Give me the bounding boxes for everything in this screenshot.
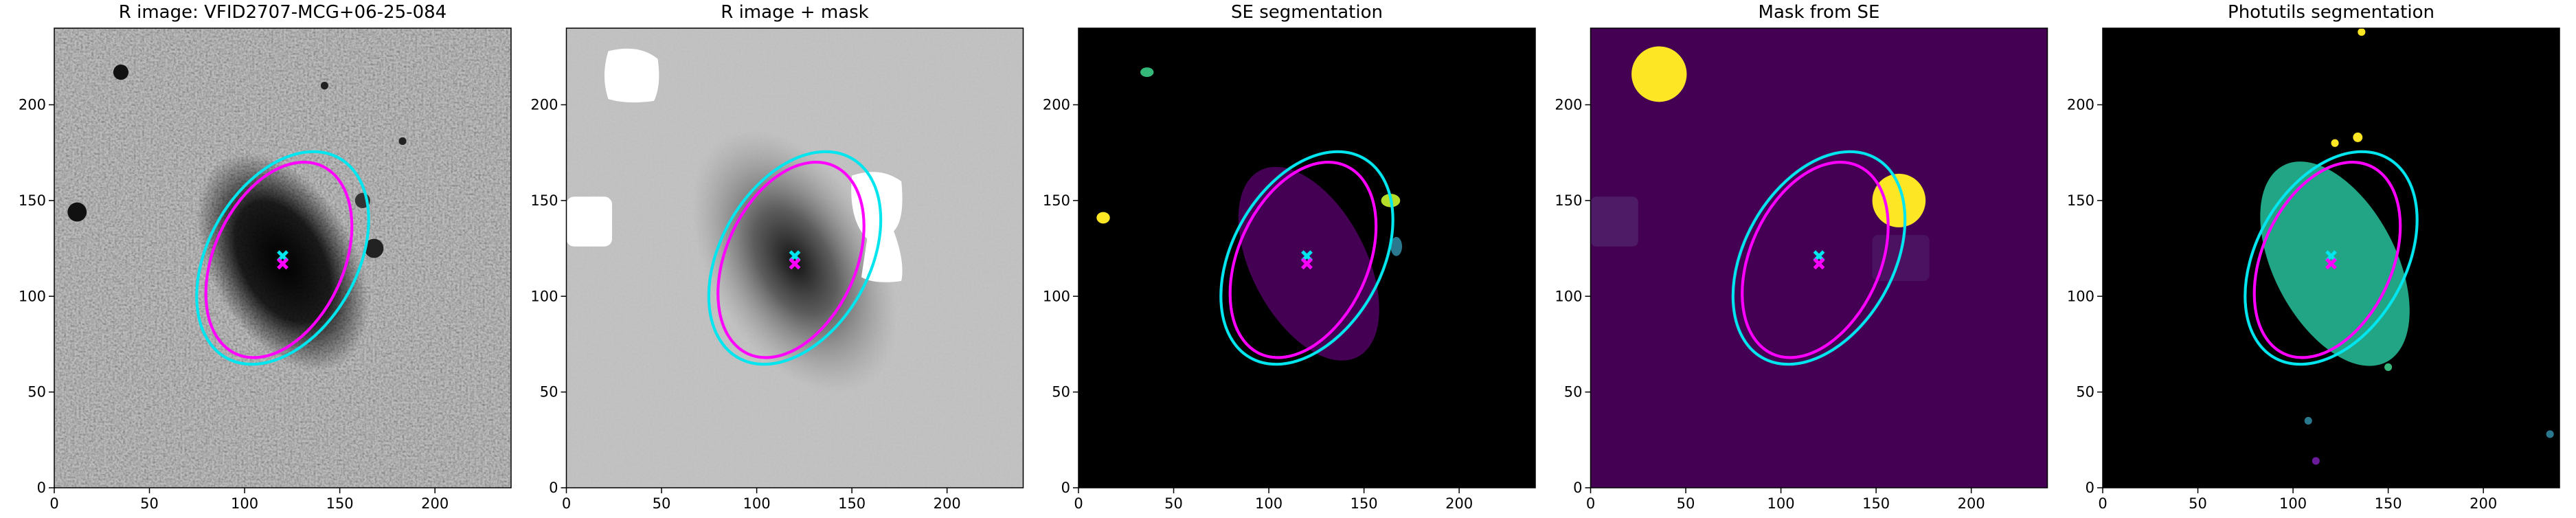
image [566,28,1024,488]
x-tick-label: 0 [2098,495,2107,512]
x-tick-label: 100 [1767,495,1795,512]
y-tick-label: 150 [1555,192,1582,209]
aperture-ellipse [204,161,354,359]
y-tick-label: 0 [549,480,558,496]
panel: R image + mask 0 50 100 150 200 0 50 100 150 200 [530,2,1024,512]
y-tick-label: 50 [1564,384,1583,401]
y-tick-label: 100 [2067,288,2094,304]
x-tick-label: 0 [49,495,58,512]
y-tick-label: 150 [2067,192,2094,209]
aperture-ellipse [1731,150,1907,366]
y-tick-label: 150 [19,192,46,209]
x-tick-label: 50 [140,495,159,512]
panel-title: R image + mask [721,2,869,23]
y-tick-label: 150 [1043,192,1070,209]
image [2103,28,2560,488]
y-tick-label: 50 [27,384,46,401]
aperture-ellipse [2244,150,2419,366]
y-tick-label: 0 [1573,480,1582,496]
aperture-ellipse [1741,161,1890,359]
x-tick-label: 0 [562,495,571,512]
aperture-ellipse [2252,161,2402,359]
y-tick-label: 150 [530,192,558,209]
x-tick-label: 200 [1958,495,1985,512]
image [1590,28,2048,488]
x-tick-label: 200 [934,495,961,512]
panel-title: R image: VFID2707-MCG+06-25-084 [119,2,447,23]
panel-title: SE segmentation [1231,2,1383,23]
x-tick-label: 50 [2189,495,2207,512]
x-tick-label: 100 [2279,495,2307,512]
aperture-ellipse [716,161,866,359]
aperture-ellipse [707,150,883,366]
panel: SE segmentation 0 50 100 150 200 0 50 100 150 200 [1043,2,1536,512]
x-tick-label: 200 [421,495,449,512]
center-marker [1813,258,1825,270]
y-tick-label: 200 [1555,97,1582,113]
center-marker [277,258,289,270]
panel: R image: VFID2707-MCG+06-25-084 0 50 100 150… [19,2,512,512]
aperture-ellipse [195,150,370,366]
x-tick-label: 150 [2375,495,2402,512]
center-marker [789,258,801,270]
axes-frame [2102,27,2560,488]
y-tick-label: 100 [1043,288,1070,304]
y-tick-label: 0 [1061,480,1070,496]
x-tick-label: 150 [838,495,866,512]
x-tick-label: 50 [1164,495,1183,512]
y-tick-label: 0 [37,480,46,496]
x-tick-label: 150 [1351,495,1378,512]
axes-frame [54,27,512,488]
y-tick-label: 100 [530,288,558,304]
y-tick-label: 200 [1043,97,1070,113]
y-tick-label: 100 [19,288,46,304]
axes-frame [1078,27,1536,488]
center-marker [1301,258,1313,270]
axes-frame [565,27,1024,488]
panel: Mask from SE 0 50 100 150 200 0 50 100 150 200 [1555,2,2048,512]
y-tick-label: 50 [1052,384,1070,401]
y-tick-label: 50 [2076,384,2094,401]
x-tick-label: 0 [1586,495,1595,512]
panel-title: Mask from SE [1759,2,1880,23]
x-tick-label: 150 [326,495,354,512]
x-tick-label: 100 [1255,495,1283,512]
axes-frame [1590,27,2048,488]
y-tick-label: 200 [2067,97,2094,113]
x-tick-label: 0 [1074,495,1083,512]
x-tick-label: 200 [2470,495,2497,512]
y-tick-label: 0 [2086,480,2094,496]
x-tick-label: 150 [1862,495,1890,512]
aperture-ellipse [1219,150,1394,366]
center-marker [2325,258,2337,270]
aperture-ellipse [1228,161,1378,359]
x-tick-label: 100 [743,495,771,512]
y-tick-label: 200 [530,97,558,113]
y-tick-label: 200 [19,97,46,113]
y-tick-label: 50 [540,384,558,401]
x-tick-label: 50 [1677,495,1695,512]
panel-title: Photutils segmentation [2228,2,2434,23]
image [1078,28,1535,488]
x-tick-label: 50 [653,495,671,512]
x-tick-label: 100 [231,495,258,512]
x-tick-label: 200 [1445,495,1473,512]
image [54,28,511,488]
y-tick-label: 100 [1555,288,1582,304]
panel: Photutils segmentation 0 50 100 150 200 0 50 100… [2067,2,2560,512]
